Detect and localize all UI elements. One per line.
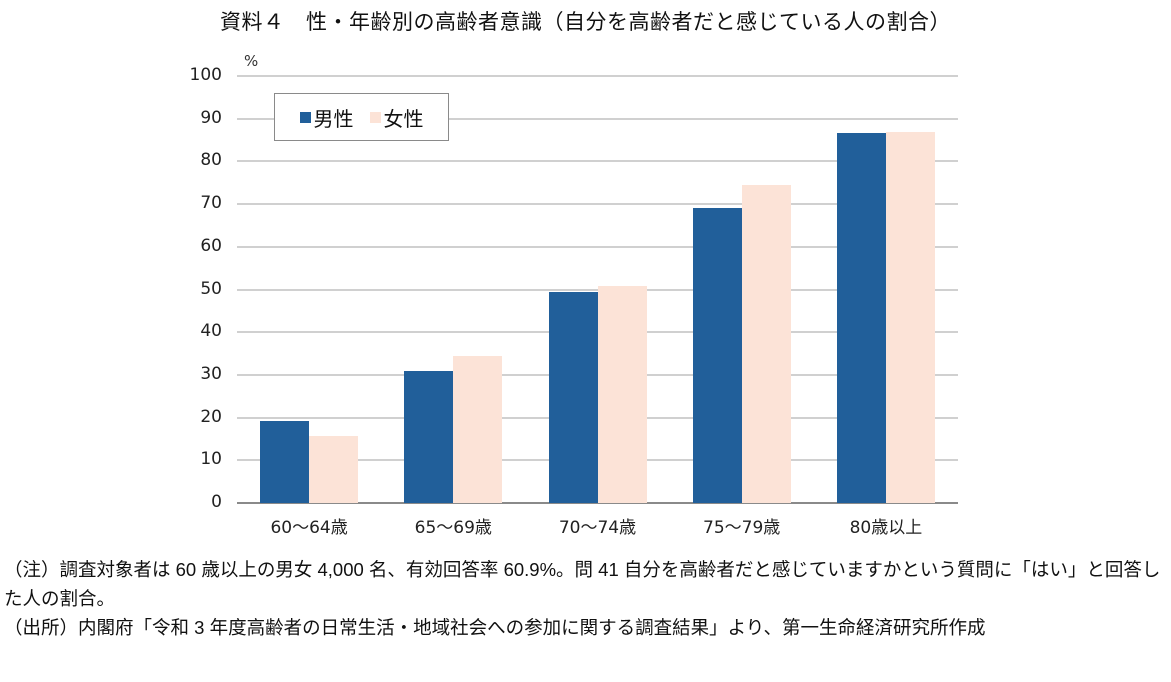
bar-female: [597, 286, 647, 503]
y-tick-label: 60: [200, 235, 222, 256]
x-category-label: 60～64歳: [270, 518, 348, 538]
x-category-label: 70～74歳: [558, 518, 637, 538]
bar-male: [260, 421, 310, 503]
gridline: [237, 203, 958, 206]
y-tick-label: 50: [200, 278, 222, 299]
y-tick-label: 30: [200, 363, 222, 384]
y-tick-label: 0: [211, 492, 222, 512]
gridline: [237, 160, 958, 163]
bar-male: [692, 207, 742, 503]
y-tick-label: 90: [200, 107, 222, 128]
note-text: （注）調査対象者は 60 歳以上の男女 4,000 名、有効回答率 60.9%。…: [4, 559, 1161, 609]
legend-item-male: 男性: [299, 103, 354, 132]
x-category-label: 80歳以上: [849, 518, 923, 538]
x-category-label: 75～79歳: [703, 518, 781, 538]
bar-female: [885, 131, 935, 503]
bar-male: [836, 133, 886, 503]
x-axis-line: [237, 502, 958, 504]
legend-swatch-male: [299, 111, 311, 123]
legend-label-female: 女性: [383, 106, 424, 131]
gridline: [237, 75, 958, 77]
x-category-label: 65～69歳: [414, 518, 492, 538]
chart-notes: （注）調査対象者は 60 歳以上の男女 4,000 名、有効回答率 60.9%。…: [4, 555, 1169, 642]
gridline: [237, 117, 958, 120]
legend-item-female: 女性: [369, 103, 424, 132]
y-axis-unit-label: %: [244, 52, 259, 70]
legend-swatch-female: [369, 111, 381, 123]
y-tick-label: 80: [200, 150, 222, 171]
gridline: [237, 245, 958, 248]
source-text: （出所）内閣府「令和 3 年度高齢者の日常生活・地域社会への参加に関する調査結果…: [4, 617, 986, 638]
y-tick-label: 100: [189, 65, 222, 85]
chart-title: 資料４ 性・年齢別の高齢者意識（自分を高齢者だと感じている人の割合）: [220, 10, 951, 34]
bar-female: [741, 184, 791, 503]
legend-label-male: 男性: [313, 106, 354, 131]
bar-male: [548, 292, 598, 503]
chart-legend: 男性 女性: [274, 93, 449, 141]
y-tick-label: 10: [200, 449, 222, 470]
y-tick-label: 40: [200, 321, 222, 342]
bar-female: [309, 435, 359, 503]
bar-chart-plot-area: % 0 10 20 30 40 50 60 70 80 90 100 60～64歳 65～69歳 70～7…: [189, 52, 958, 538]
y-tick-label: 70: [200, 193, 222, 214]
y-tick-label: 20: [200, 406, 222, 427]
bar-female: [453, 356, 503, 503]
bar-male: [404, 371, 454, 503]
